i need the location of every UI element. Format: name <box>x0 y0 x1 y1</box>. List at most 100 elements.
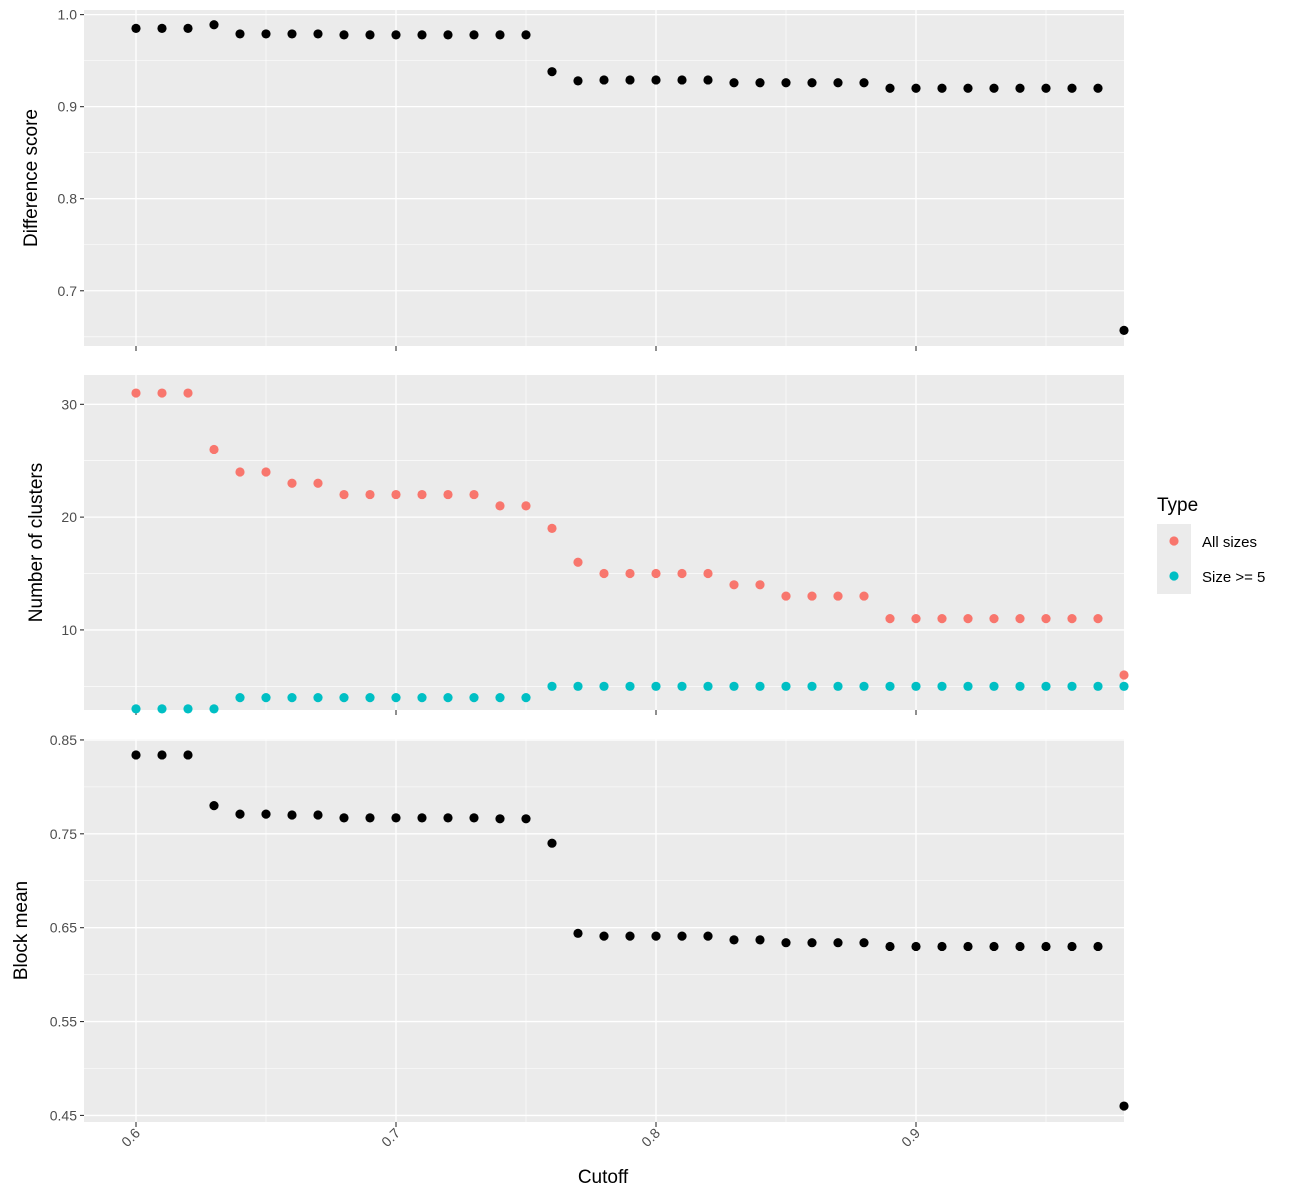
data-point <box>807 681 817 691</box>
data-point <box>1093 83 1103 93</box>
data-point <box>651 931 661 941</box>
data-point <box>157 704 167 714</box>
data-point <box>989 83 999 93</box>
series-2-1 <box>131 388 1129 680</box>
data-point <box>261 809 271 819</box>
data-point <box>1041 614 1051 624</box>
data-point <box>963 681 973 691</box>
data-point <box>443 813 453 823</box>
data-point <box>651 681 661 691</box>
data-point <box>625 931 635 941</box>
y-axis-title: Difference score <box>21 109 42 247</box>
data-point <box>365 692 375 703</box>
series-3-1 <box>131 750 1129 1111</box>
data-point <box>469 489 479 500</box>
data-point <box>937 83 947 93</box>
data-point <box>729 78 739 88</box>
data-point <box>417 30 427 40</box>
data-point <box>287 692 297 703</box>
data-point <box>209 20 219 30</box>
data-point <box>989 614 999 624</box>
data-point <box>859 78 869 88</box>
data-point <box>521 814 531 824</box>
panel-1: 1.0 0.9 0.8 0.7 Difference score <box>21 7 1129 351</box>
data-point <box>885 941 895 952</box>
data-point <box>833 681 843 691</box>
data-point <box>677 75 687 85</box>
legend-label-all-sizes: All sizes <box>1202 534 1257 551</box>
data-point <box>937 681 947 691</box>
data-point <box>287 478 297 488</box>
data-point <box>443 30 453 40</box>
series-2-2 <box>131 681 1129 714</box>
data-point <box>287 810 297 820</box>
data-point <box>989 681 999 691</box>
data-point <box>313 29 323 39</box>
data-point <box>209 444 219 455</box>
data-point <box>1119 1101 1129 1111</box>
data-point <box>313 810 323 820</box>
legend-label-size-5: Size >= 5 <box>1202 569 1265 586</box>
data-point <box>391 813 401 823</box>
data-point <box>807 78 817 88</box>
y-tick-label: 0.9 <box>58 99 78 115</box>
data-point <box>729 681 739 691</box>
data-point <box>885 83 895 93</box>
x-axis-title: Cutoff <box>578 1167 629 1188</box>
data-point <box>599 681 609 691</box>
series-1-1 <box>131 20 1129 335</box>
data-point <box>833 591 843 601</box>
data-point <box>209 801 219 811</box>
y-tick-label: 0.85 <box>50 732 77 748</box>
data-point <box>859 938 869 948</box>
data-point <box>1015 83 1025 93</box>
data-point <box>157 750 167 760</box>
data-point <box>391 30 401 40</box>
data-point <box>1093 941 1103 952</box>
data-point <box>1093 681 1103 691</box>
data-point <box>885 614 895 624</box>
chart-panels: 1.0 0.9 0.8 0.7 Difference score 30 20 10 Number… <box>11 7 1129 1150</box>
data-point <box>1119 670 1129 680</box>
data-point <box>417 813 427 823</box>
data-point <box>131 388 141 398</box>
data-point <box>443 489 453 500</box>
data-point <box>651 75 661 85</box>
data-point <box>625 681 635 691</box>
data-point <box>261 467 271 477</box>
data-point <box>261 29 271 39</box>
data-point <box>573 557 583 567</box>
data-point <box>937 614 947 624</box>
data-point <box>989 941 999 952</box>
data-point <box>859 591 869 601</box>
data-point <box>235 467 245 477</box>
data-point <box>781 78 791 88</box>
data-point <box>495 692 505 703</box>
data-point <box>599 75 609 85</box>
y-axis-title: Number of clusters <box>26 463 47 622</box>
x-tick-label: 0.8 <box>638 1125 663 1150</box>
data-point <box>391 489 401 500</box>
x-tick-label: 0.7 <box>378 1125 403 1150</box>
data-point <box>573 681 583 691</box>
data-point <box>573 928 583 938</box>
data-point <box>157 23 167 34</box>
data-point <box>469 692 479 703</box>
data-point <box>885 681 895 691</box>
data-point <box>1041 681 1051 691</box>
data-point <box>235 29 245 39</box>
y-tick-label: 0.55 <box>50 1014 77 1030</box>
data-point <box>1041 83 1051 93</box>
data-point <box>911 681 921 691</box>
data-point <box>625 568 635 579</box>
panel-background <box>84 739 1124 1122</box>
data-point <box>339 692 349 703</box>
data-point <box>599 568 609 579</box>
data-point <box>911 83 921 93</box>
data-point <box>599 931 609 941</box>
data-point <box>573 76 583 86</box>
data-point <box>183 750 193 760</box>
data-point <box>1119 325 1129 335</box>
data-point <box>235 809 245 819</box>
